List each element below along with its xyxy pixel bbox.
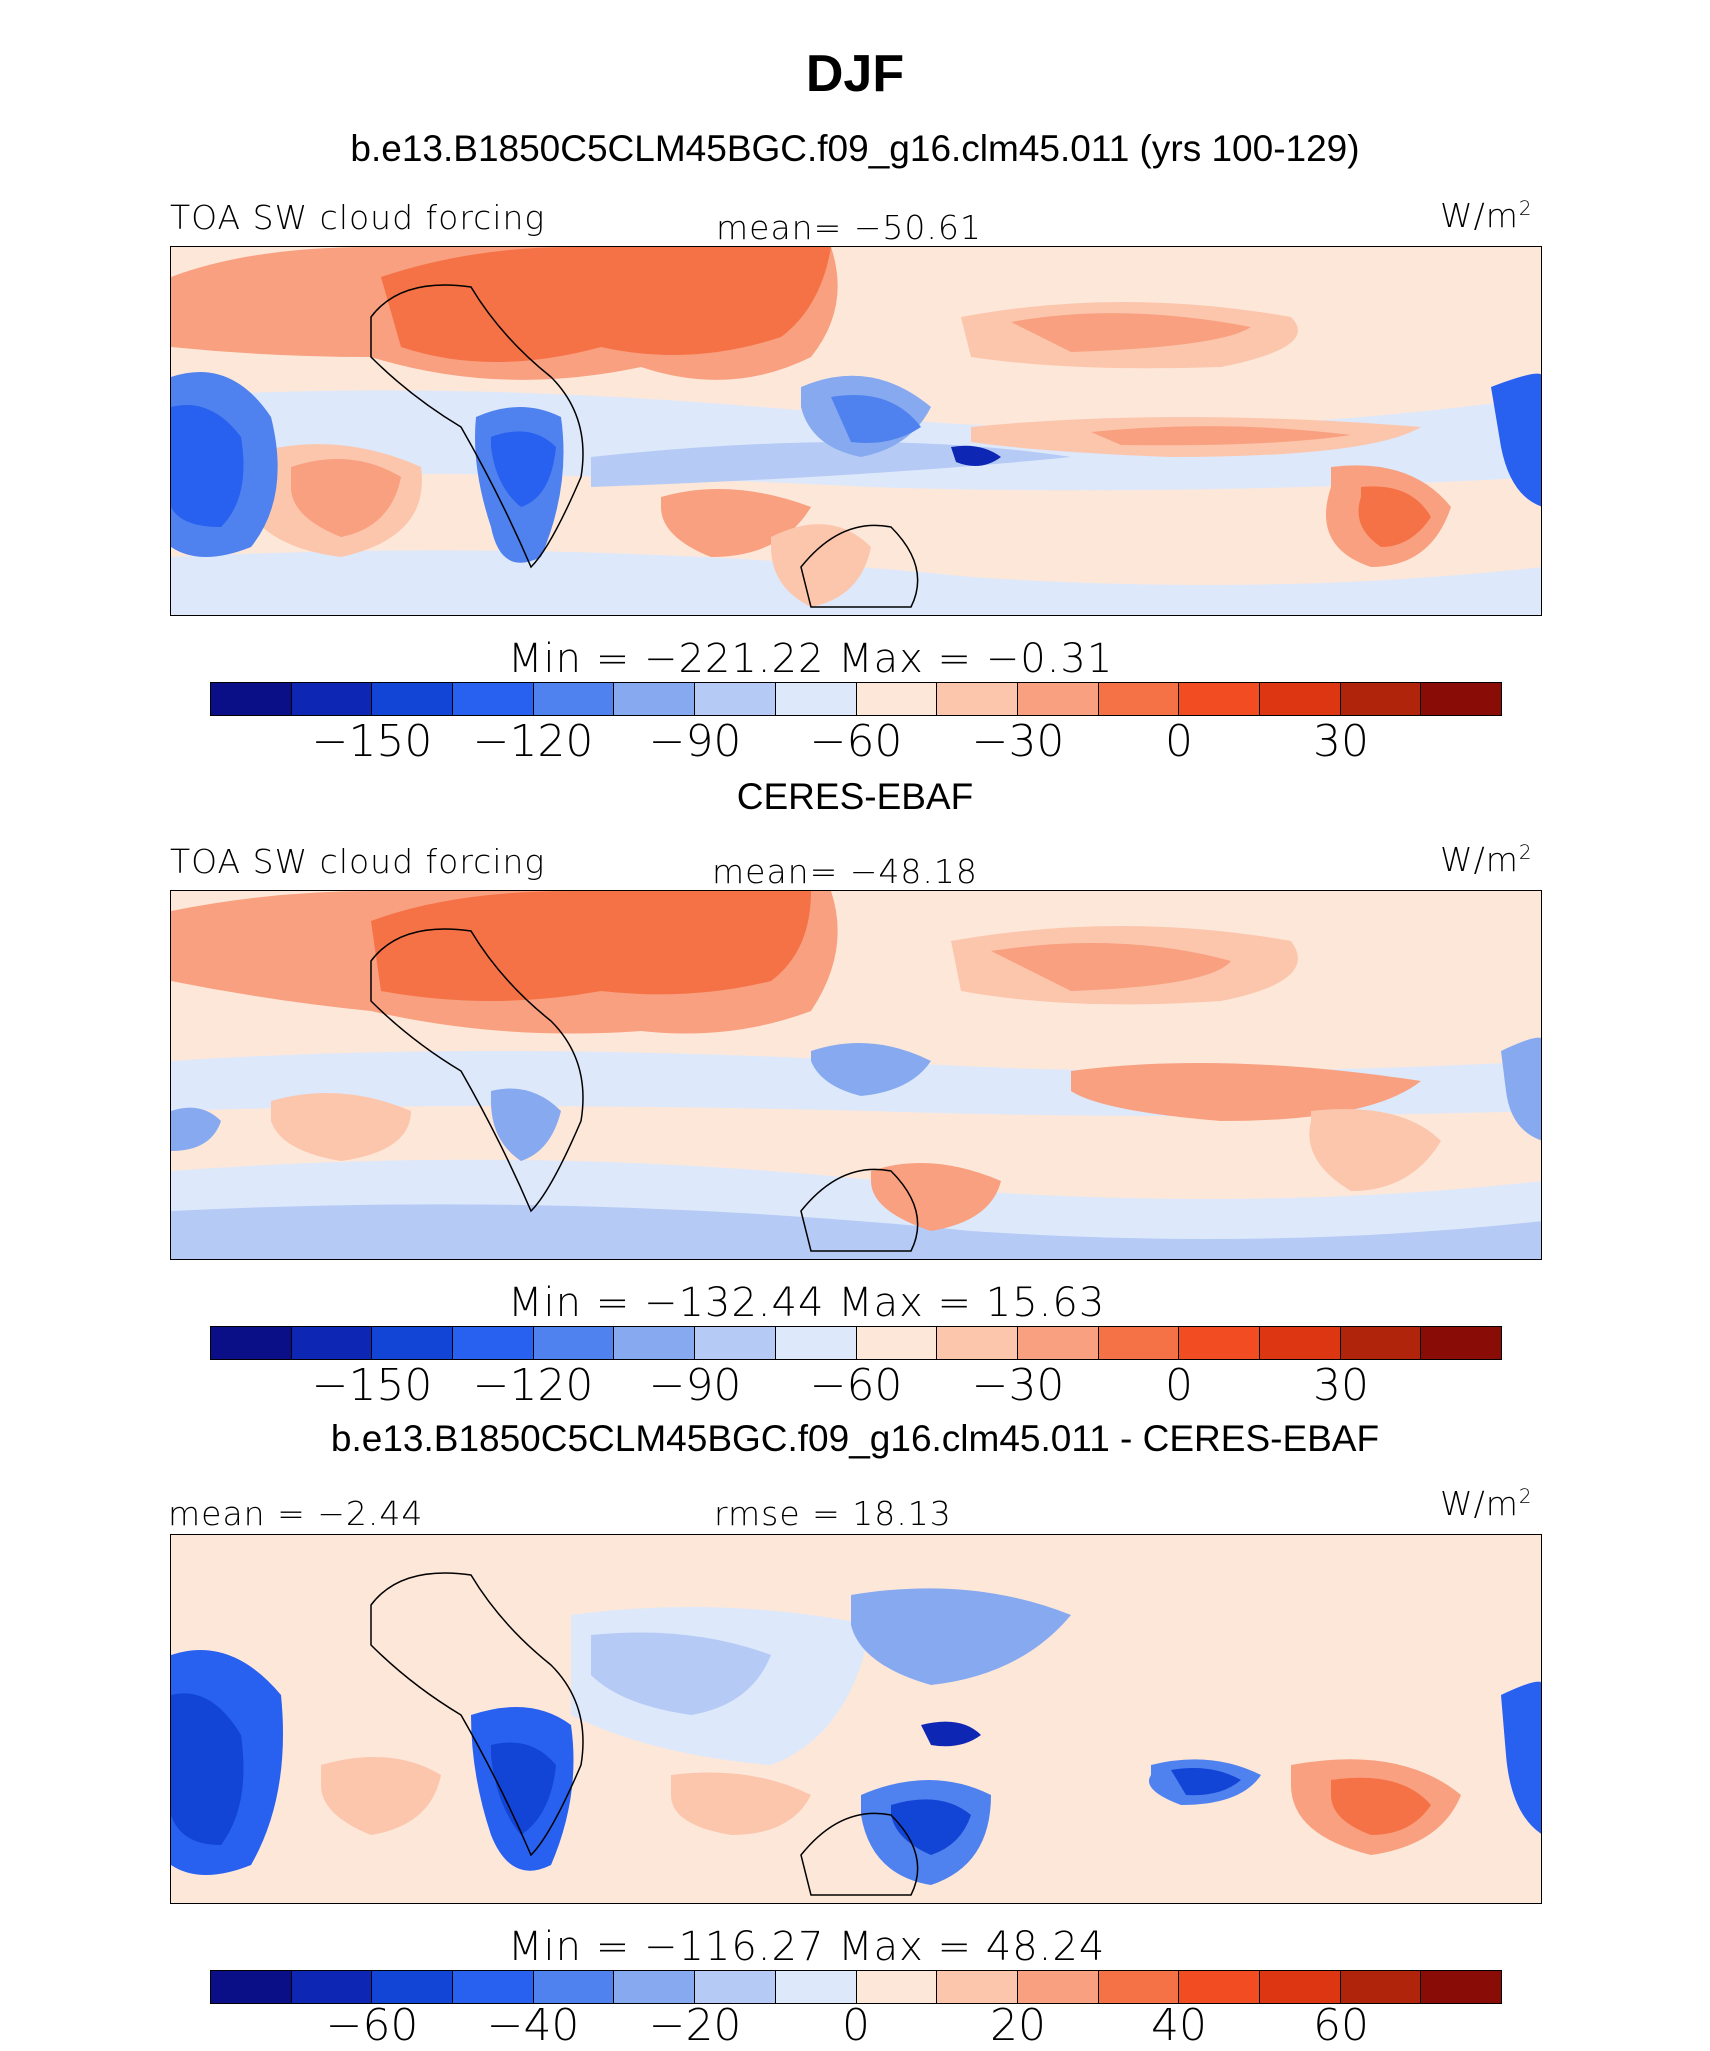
colorbar-swatch bbox=[1179, 683, 1260, 715]
panel-1-tick-label: 30 bbox=[1313, 716, 1369, 767]
panel-1-min-max: Min = −221.22 Max = −0.31 bbox=[508, 636, 1114, 682]
colorbar-swatch bbox=[1259, 1971, 1341, 2003]
colorbar-swatch bbox=[533, 1971, 615, 2003]
panel-3-subtitle: b.e13.B1850C5CLM45BGC.f09_g16.clm45.011 … bbox=[330, 1418, 1380, 1459]
panel-3-tick-label: −20 bbox=[648, 2000, 742, 2051]
panel-3-mean-label: mean = −2.44 bbox=[168, 1494, 424, 1533]
panel-2-tick-label: 30 bbox=[1313, 1360, 1369, 1411]
colorbar-swatch bbox=[695, 1971, 776, 2003]
panel-1-variable-label: TOA SW cloud forcing bbox=[170, 198, 546, 237]
panel-3-units-label: W/m2 bbox=[1440, 1484, 1533, 1523]
colorbar-swatch bbox=[533, 1327, 615, 1359]
panel-3-map bbox=[170, 1534, 1542, 1904]
colorbar-swatch bbox=[453, 1971, 534, 2003]
colorbar-swatch bbox=[856, 1971, 938, 2003]
colorbar-swatch bbox=[1017, 1327, 1099, 1359]
panel-2-tick-label: −120 bbox=[472, 1360, 594, 1411]
panel-2-units-label: W/m2 bbox=[1440, 840, 1533, 879]
panel-2-tick-label: −150 bbox=[311, 1360, 433, 1411]
panel-2-tick-label: −90 bbox=[648, 1360, 742, 1411]
colorbar-swatch bbox=[291, 1327, 373, 1359]
colorbar-swatch bbox=[1179, 1327, 1260, 1359]
colorbar-swatch bbox=[211, 683, 292, 715]
colorbar-swatch bbox=[1340, 1327, 1422, 1359]
panel-1-colorbar bbox=[210, 682, 1502, 716]
panel-1-tick-label: 0 bbox=[1165, 716, 1193, 767]
colorbar-swatch bbox=[614, 683, 696, 715]
panel-3-tick-label: 40 bbox=[1151, 2000, 1207, 2051]
colorbar-swatch bbox=[1098, 1971, 1180, 2003]
panel-1-units-label: W/m2 bbox=[1440, 196, 1533, 235]
colorbar-swatch bbox=[372, 1971, 454, 2003]
colorbar-swatch bbox=[1259, 1327, 1341, 1359]
colorbar-swatch bbox=[1017, 1971, 1099, 2003]
panel-3-tick-label: 0 bbox=[842, 2000, 870, 2051]
colorbar-swatch bbox=[856, 683, 938, 715]
colorbar-swatch bbox=[372, 1327, 454, 1359]
panel-2-variable-label: TOA SW cloud forcing bbox=[170, 842, 546, 881]
panel-2-tick-label: 0 bbox=[1165, 1360, 1193, 1411]
panel-3-tick-label: 60 bbox=[1313, 2000, 1369, 2051]
panel-2-colorbar bbox=[210, 1326, 1502, 1360]
panel-3-rmse-label: rmse = 18.13 bbox=[714, 1494, 952, 1533]
panel-2-tick-label: −30 bbox=[971, 1360, 1065, 1411]
colorbar-swatch bbox=[291, 683, 373, 715]
panel-3-min-max: Min = −116.27 Max = 48.24 bbox=[508, 1924, 1106, 1970]
colorbar-swatch bbox=[856, 1327, 938, 1359]
colorbar-swatch bbox=[1421, 1971, 1501, 2003]
panel-2-subtitle: CERES-EBAF bbox=[736, 776, 974, 817]
panel-1-tick-label: −30 bbox=[971, 716, 1065, 767]
colorbar-swatch bbox=[291, 1971, 373, 2003]
colorbar-swatch bbox=[1098, 1327, 1180, 1359]
colorbar-swatch bbox=[211, 1327, 292, 1359]
colorbar-swatch bbox=[1179, 1971, 1260, 2003]
panel-3-tick-label: −60 bbox=[325, 2000, 419, 2051]
colorbar-swatch bbox=[937, 1971, 1018, 2003]
panel-3-tick-label: 20 bbox=[990, 2000, 1046, 2051]
colorbar-swatch bbox=[211, 1971, 292, 2003]
colorbar-swatch bbox=[1421, 1327, 1501, 1359]
panel-1-tick-label: −60 bbox=[809, 716, 903, 767]
colorbar-swatch bbox=[453, 1327, 534, 1359]
panel-2-map bbox=[170, 890, 1542, 1260]
panel-1-map bbox=[170, 246, 1542, 616]
colorbar-swatch bbox=[614, 1971, 696, 2003]
colorbar-swatch bbox=[453, 683, 534, 715]
panel-1-tick-label: −120 bbox=[472, 716, 594, 767]
panel-2-min-max: Min = −132.44 Max = 15.63 bbox=[508, 1280, 1106, 1326]
colorbar-swatch bbox=[775, 683, 857, 715]
panel-2-mean-label: mean= −48.18 bbox=[712, 852, 978, 891]
colorbar-swatch bbox=[937, 1327, 1018, 1359]
colorbar-swatch bbox=[1340, 1971, 1422, 2003]
panel-1-tick-label: −150 bbox=[311, 716, 433, 767]
colorbar-swatch bbox=[614, 1327, 696, 1359]
colorbar-swatch bbox=[1259, 683, 1341, 715]
colorbar-swatch bbox=[533, 683, 615, 715]
colorbar-swatch bbox=[775, 1327, 857, 1359]
figure-title: DJF bbox=[805, 45, 905, 103]
colorbar-swatch bbox=[937, 683, 1018, 715]
colorbar-swatch bbox=[1017, 683, 1099, 715]
panel-3-colorbar bbox=[210, 1970, 1502, 2004]
panel-1-tick-label: −90 bbox=[648, 716, 742, 767]
panel-1-mean-label: mean= −50.61 bbox=[716, 208, 982, 247]
colorbar-swatch bbox=[775, 1971, 857, 2003]
colorbar-swatch bbox=[372, 683, 454, 715]
colorbar-swatch bbox=[695, 683, 776, 715]
panel-2-tick-label: −60 bbox=[809, 1360, 903, 1411]
panel-3-tick-label: −40 bbox=[486, 2000, 580, 2051]
colorbar-swatch bbox=[1340, 683, 1422, 715]
colorbar-swatch bbox=[1098, 683, 1180, 715]
colorbar-swatch bbox=[695, 1327, 776, 1359]
colorbar-swatch bbox=[1421, 683, 1501, 715]
panel-1-subtitle: b.e13.B1850C5CLM45BGC.f09_g16.clm45.011 … bbox=[350, 128, 1360, 169]
